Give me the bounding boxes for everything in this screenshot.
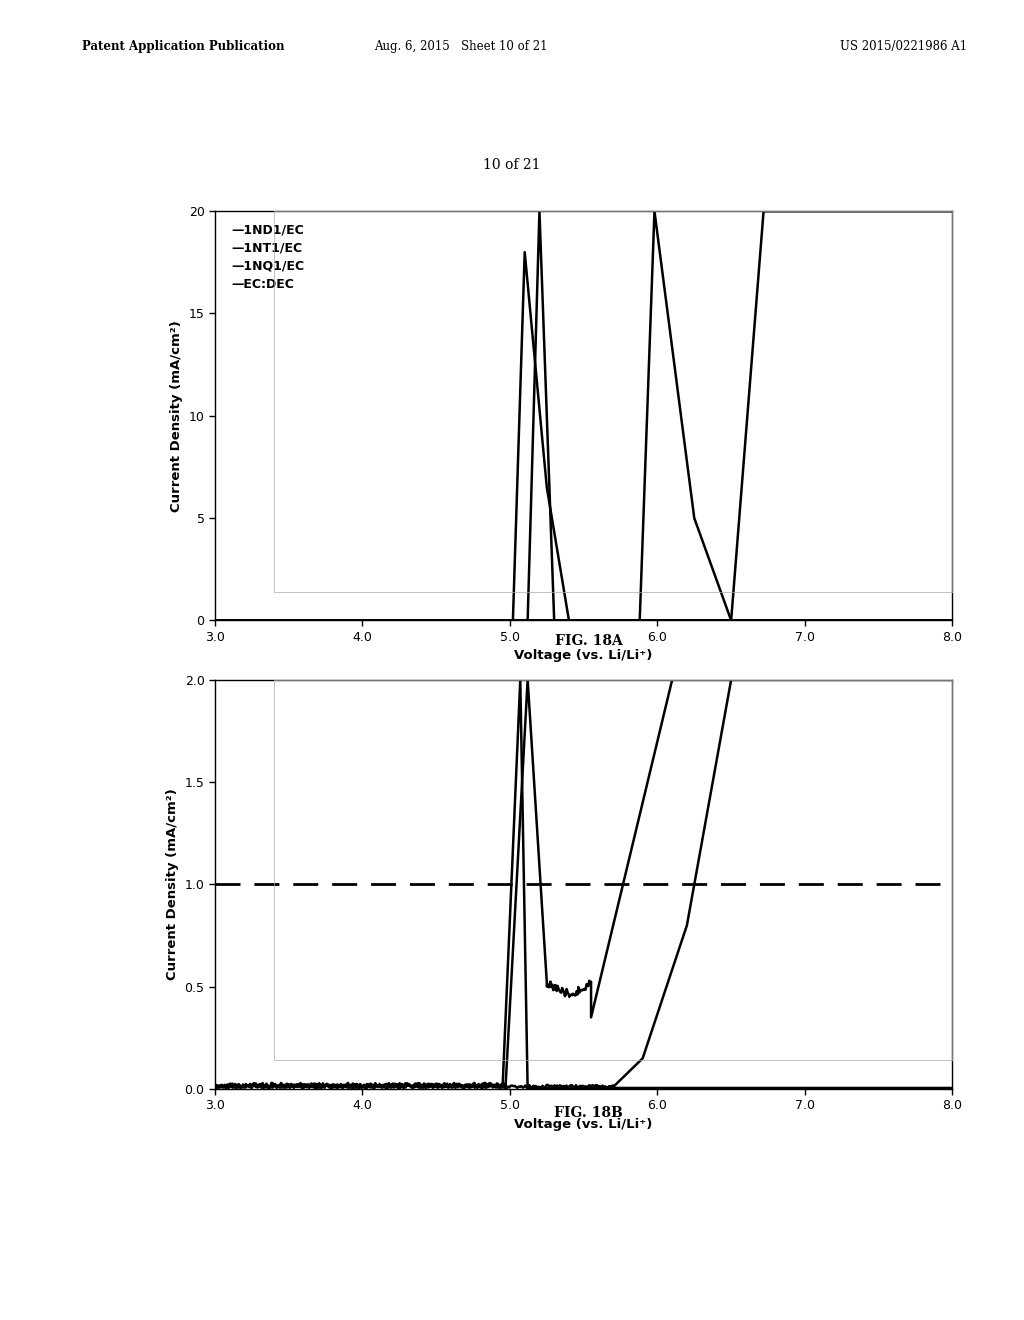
Text: Patent Application Publication: Patent Application Publication (82, 40, 285, 53)
Y-axis label: Current Density (mA/cm²): Current Density (mA/cm²) (170, 319, 183, 512)
Text: US 2015/0221986 A1: US 2015/0221986 A1 (840, 40, 967, 53)
X-axis label: Voltage (vs. Li/Li⁺): Voltage (vs. Li/Li⁺) (514, 649, 653, 663)
Text: FIG. 18A: FIG. 18A (555, 634, 623, 648)
Text: FIG. 18B: FIG. 18B (554, 1106, 624, 1121)
Legend: —1ND1/EC, —1NT1/EC, —1NQ1/EC, —EC:DEC: —1ND1/EC, —1NT1/EC, —1NQ1/EC, —EC:DEC (221, 218, 310, 297)
Text: Aug. 6, 2015   Sheet 10 of 21: Aug. 6, 2015 Sheet 10 of 21 (374, 40, 548, 53)
X-axis label: Voltage (vs. Li/Li⁺): Voltage (vs. Li/Li⁺) (514, 1118, 653, 1131)
Text: 10 of 21: 10 of 21 (483, 158, 541, 173)
Y-axis label: Current Density (mA/cm²): Current Density (mA/cm²) (166, 788, 179, 981)
